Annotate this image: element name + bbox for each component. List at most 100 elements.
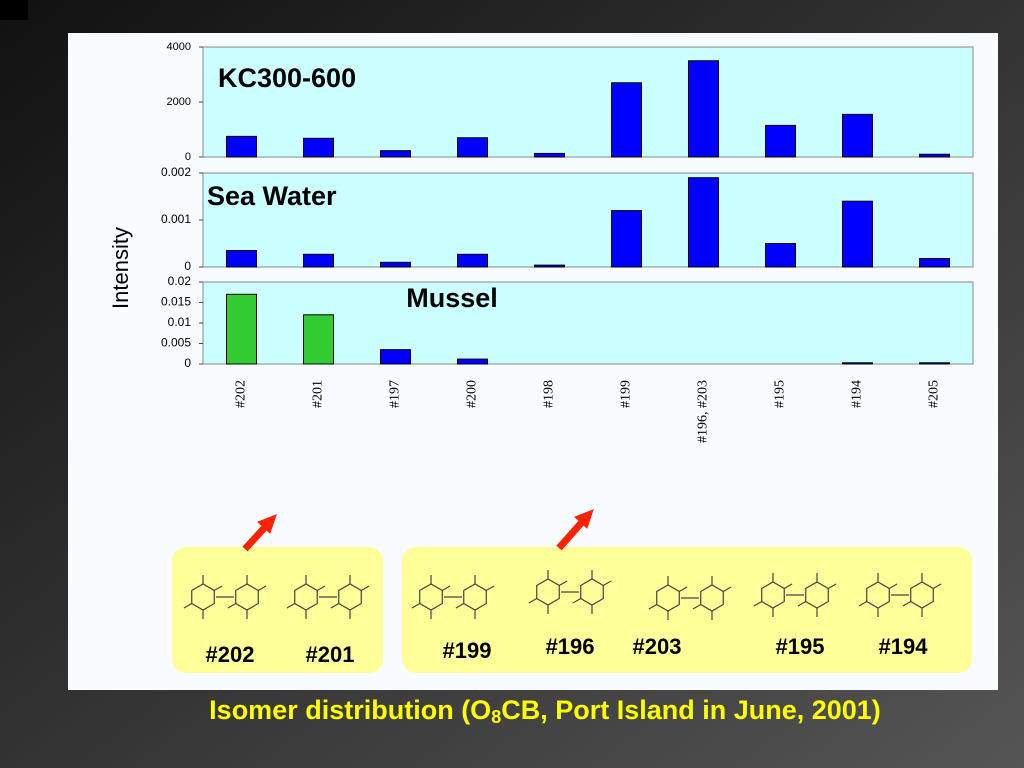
bar [765,124,796,158]
substituent [602,580,612,587]
substituent [257,585,267,592]
y-tick-label: 0 [184,356,191,370]
substituent [797,600,807,607]
chart-title: KC300-600 [218,63,356,93]
x-tick-label: #194 [850,380,865,408]
bar [688,177,719,268]
substituent [888,583,898,590]
chart-title: Sea Water [207,181,337,211]
substituent [316,585,326,592]
bar [380,349,411,365]
structure-label: #195 [776,634,825,659]
substituent [722,586,732,593]
bar [457,137,488,158]
substituent [286,602,296,609]
structure-box [172,547,383,673]
x-tick-label: #195 [773,380,788,408]
caption-subscript: 8 [491,707,501,727]
bar [457,358,488,365]
structure-label: #196 [546,634,595,659]
bar [226,250,257,268]
y-tick-label: 0.005 [161,336,191,350]
corner-block [0,0,28,20]
y-tick-label: 0.01 [168,315,192,329]
substituent [932,583,942,590]
x-tick-label: #199 [619,380,634,408]
y-axis-label: Intensity [108,227,133,309]
substituent [558,580,568,587]
bar [380,150,411,158]
y-tick-label: 0 [184,259,191,273]
structure-box [402,547,972,673]
substituent [692,603,702,610]
substituent [441,585,451,592]
substituent [753,600,763,607]
bar [534,152,565,158]
y-tick-label: 0.015 [161,295,191,309]
substituent [678,586,688,593]
bar [919,362,950,365]
y-tick-label: 0 [185,151,191,163]
bar [303,137,334,158]
x-tick-label: #201 [311,380,326,408]
x-tick-label: #197 [388,380,403,408]
structure-label: #194 [879,634,929,659]
substituent [330,602,340,609]
bar [765,243,796,268]
substituent [485,585,495,592]
arrow-head [257,514,277,534]
substituent [227,602,237,609]
substituent [455,602,465,609]
bar [303,314,334,365]
bar [919,153,950,158]
x-tick-label: #196, #203 [696,380,711,443]
structure-label: #199 [443,638,492,663]
substituent [783,583,793,590]
bar [842,200,873,268]
x-tick-label: #200 [465,380,480,408]
caption-text: Isomer distribution (O [209,695,491,725]
x-tick-label: #205 [927,380,942,408]
caption-text: CB, Port Island in June, 2001) [501,695,881,725]
substituent [858,600,868,607]
bar [226,135,257,158]
x-tick-label: #202 [234,380,249,408]
bar [457,253,488,268]
y-tick-label: 4000 [167,41,191,53]
y-tick-label: 0.02 [168,274,192,288]
bar [611,82,642,158]
bar [688,60,719,158]
bar [226,293,257,365]
arrow [556,518,586,551]
arrows [242,509,594,552]
substituent [183,602,193,609]
substituent [572,597,582,604]
arrow-head [574,509,594,529]
substituent [648,603,658,610]
bar [303,253,334,268]
bar [919,258,950,268]
substituent [360,585,370,592]
caption: Isomer distribution (O8CB, Port Island i… [209,695,881,727]
substituent [902,600,912,607]
structures [183,570,942,620]
bar [380,261,411,268]
substituent [528,597,538,604]
bar [534,264,565,268]
y-tick-label: 0.001 [161,212,191,226]
structure-label: #202 [206,642,255,667]
structure-label: #203 [633,634,682,659]
substituent [411,602,421,609]
structure-label: #201 [306,642,355,667]
bar [842,113,873,158]
chart-title: Mussel [406,283,498,313]
arrow [242,523,269,552]
y-tick-label: 2000 [167,96,191,108]
bar [842,362,873,365]
x-tick-label: #198 [542,380,557,408]
substituent [213,585,223,592]
bar [611,210,642,268]
y-tick-label: 0.002 [161,165,191,179]
substituent [827,583,837,590]
